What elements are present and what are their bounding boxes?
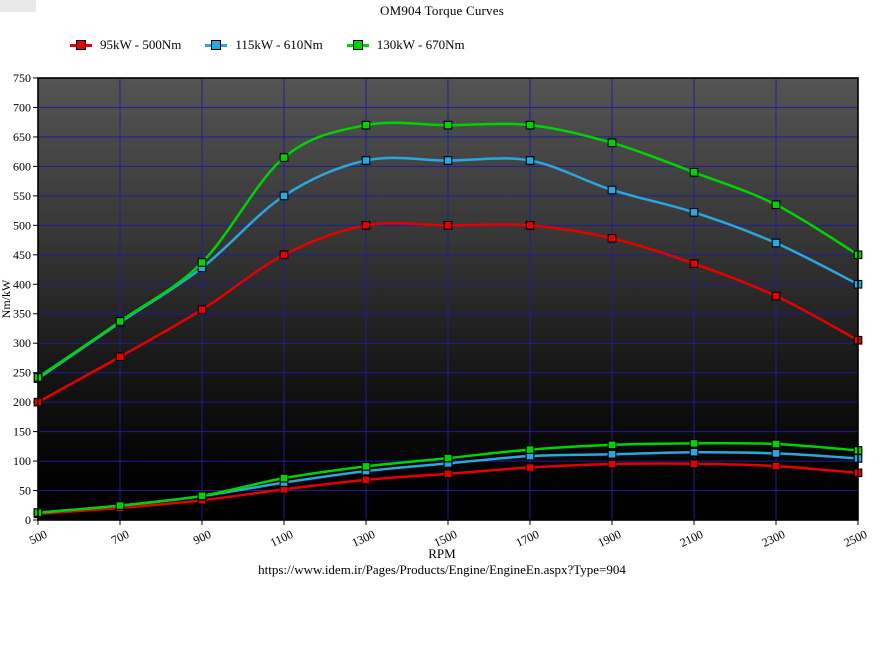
y-tick-label: 350 xyxy=(13,307,31,321)
plot-border xyxy=(37,77,859,521)
data-point-marker xyxy=(361,220,371,230)
data-point-marker xyxy=(525,445,535,454)
y-tick-label: 650 xyxy=(13,130,31,144)
data-point-marker xyxy=(771,449,781,458)
y-tick-label: 50 xyxy=(19,484,31,498)
y-axis: 0 50 100 150 200 250 300 350 400 450 500 550 600 650 7… xyxy=(13,71,38,527)
x-axis-label: RPM xyxy=(428,546,456,561)
legend-item: 130kW - 670Nm xyxy=(346,37,465,53)
y-tick-label: 450 xyxy=(13,248,31,262)
legend-marker-icon xyxy=(70,39,92,51)
legend-marker-icon xyxy=(346,39,369,51)
data-point-marker xyxy=(771,461,781,471)
data-point-marker xyxy=(443,453,453,463)
data-point-marker xyxy=(525,463,535,472)
data-point-marker xyxy=(197,491,207,501)
data-point-marker xyxy=(689,208,699,217)
legend-label: 115kW - 610Nm xyxy=(235,37,323,52)
data-point-marker xyxy=(443,156,453,165)
y-tick-label: 550 xyxy=(13,189,31,203)
legend-item: 95kW - 500Nm xyxy=(70,37,181,53)
legend-marker-icon xyxy=(205,39,228,51)
y-tick-label: 700 xyxy=(13,100,31,114)
data-point-marker xyxy=(689,259,699,268)
data-point-marker xyxy=(115,352,125,362)
y-axis-title: Nm/kW xyxy=(0,279,13,318)
y-tick-label: 200 xyxy=(13,395,31,409)
data-point-marker xyxy=(443,220,453,230)
legend-label: 95kW - 500Nm xyxy=(100,37,182,52)
data-point-marker xyxy=(771,291,781,301)
data-point-marker xyxy=(607,233,617,243)
data-point-marker xyxy=(689,447,699,457)
data-point-marker xyxy=(689,459,699,469)
data-point-marker xyxy=(115,317,125,326)
legend-label: 130kW - 670Nm xyxy=(376,37,465,52)
data-point-marker xyxy=(771,238,781,248)
y-tick-label: 100 xyxy=(13,454,31,468)
y-tick-label: 250 xyxy=(13,366,31,380)
data-point-marker xyxy=(361,120,371,130)
data-point-marker xyxy=(279,153,289,162)
legend: 95kW - 500Nm 115kW - 610Nm 130kW - 670Nm xyxy=(70,37,465,53)
data-point-marker xyxy=(607,138,617,148)
data-point-marker xyxy=(361,475,371,485)
y-tick-label: 750 xyxy=(13,71,31,85)
source-url: https://www.idem.ir/Pages/Products/Engin… xyxy=(258,562,626,577)
x-tick-label: 900 xyxy=(191,527,213,547)
x-tick-label: 700 xyxy=(109,527,131,547)
x-tick-label: 500 xyxy=(27,527,49,547)
data-point-marker xyxy=(361,156,371,165)
y-tick-label: 600 xyxy=(13,159,31,173)
data-point-marker xyxy=(115,501,125,510)
data-point-marker xyxy=(279,250,289,260)
data-point-marker xyxy=(525,156,535,165)
y-tick-label: 0 xyxy=(25,513,31,527)
data-point-marker xyxy=(197,258,207,267)
data-point-marker xyxy=(689,439,699,448)
data-point-marker xyxy=(771,439,781,449)
y-tick-label: 500 xyxy=(13,218,31,232)
data-point-marker xyxy=(279,191,289,201)
data-point-marker xyxy=(607,440,617,450)
y-tick-label: 150 xyxy=(13,425,31,439)
y-tick-label: 300 xyxy=(13,336,31,350)
data-point-marker xyxy=(771,200,781,210)
data-point-marker xyxy=(607,449,617,459)
data-point-marker xyxy=(197,305,207,314)
data-point-marker xyxy=(525,120,535,130)
y-tick-label: 400 xyxy=(13,277,31,291)
corner-artifact xyxy=(0,0,36,12)
data-point-marker xyxy=(361,462,371,471)
data-point-marker xyxy=(689,167,699,177)
chart-title: OM904 Torque Curves xyxy=(380,3,504,18)
data-point-marker xyxy=(525,220,535,230)
data-point-marker xyxy=(279,473,289,483)
legend-item: 115kW - 610Nm xyxy=(205,37,323,53)
data-point-marker xyxy=(443,120,453,130)
data-point-marker xyxy=(607,185,617,195)
data-point-marker xyxy=(607,459,617,469)
data-point-marker xyxy=(443,469,453,479)
